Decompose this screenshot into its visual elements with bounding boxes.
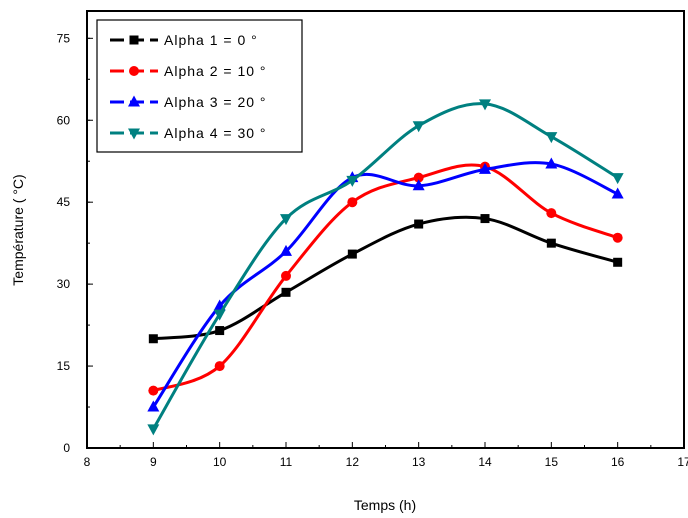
y-tick-label: 45	[57, 195, 71, 209]
x-tick-label: 12	[346, 455, 360, 469]
series-1-point	[414, 219, 424, 229]
series-1	[148, 214, 623, 344]
series-1-point	[480, 214, 490, 224]
x-tick-label: 13	[412, 455, 426, 469]
x-tick-label: 15	[545, 455, 559, 469]
series-4-point	[147, 424, 160, 436]
series-2-point	[148, 385, 159, 396]
series-3-point	[280, 244, 292, 256]
y-tick-label: 75	[57, 31, 71, 45]
series-1-point	[215, 326, 225, 336]
series-4-point	[545, 132, 558, 144]
series-3-point	[412, 179, 425, 191]
y-tick-label: 30	[57, 277, 71, 291]
series-3-point	[611, 187, 624, 199]
series-2-point	[413, 172, 424, 183]
series-3-point	[147, 400, 160, 412]
y-tick-label: 0	[63, 441, 70, 455]
series-2-line	[152, 163, 619, 393]
y-axis-label: Température ( °C)	[10, 174, 26, 285]
series-2-point	[347, 197, 358, 208]
series-1-point	[613, 257, 623, 267]
x-tick-label: 14	[478, 455, 492, 469]
series-3-point	[545, 157, 558, 169]
chart-legend: Alpha 1 = 0 ° Alpha 2 = 10 ° Alpha 3 = 20 …	[96, 19, 303, 153]
series-2	[148, 161, 623, 396]
series-4-point	[346, 175, 359, 187]
series-4-point	[213, 309, 226, 321]
y-tick-label: 15	[57, 359, 71, 373]
x-tick-label: 11	[280, 455, 293, 469]
legend-swatch-marker	[129, 66, 139, 76]
series-4-point	[611, 173, 624, 185]
x-tick-label: 16	[611, 455, 625, 469]
series-1-line	[153, 215, 619, 341]
x-tick-label: 8	[84, 455, 91, 469]
series-2-point	[281, 270, 291, 281]
legend-label: Alpha 2 = 10 °	[164, 63, 267, 79]
series-1-point	[347, 249, 357, 259]
series-4-point	[280, 214, 292, 226]
series-2-point	[546, 208, 557, 219]
series-2-point	[612, 232, 623, 243]
series-3-point	[479, 162, 491, 174]
legend-swatch-marker	[129, 35, 139, 45]
y-tick-label: 60	[57, 113, 71, 127]
x-axis-label: Temps (h)	[354, 497, 416, 513]
legend-label: Alpha 3 = 20 °	[164, 94, 267, 110]
series-1-point	[281, 287, 291, 297]
x-tick-label: 9	[150, 455, 157, 469]
legend-swatch-marker	[128, 95, 140, 107]
legend-label: Alpha 1 = 0 °	[164, 32, 258, 48]
series-2-point	[214, 361, 225, 372]
legend-label: Alpha 4 = 30 °	[164, 125, 267, 141]
series-4-point	[479, 99, 491, 111]
series-1-point	[148, 334, 158, 344]
x-tick-label: 10	[213, 455, 227, 469]
x-tick-label: 17	[677, 455, 688, 469]
legend-swatch-marker	[128, 128, 140, 140]
series-1-point	[546, 238, 556, 248]
series-4-point	[412, 121, 425, 133]
series-4	[147, 99, 624, 436]
